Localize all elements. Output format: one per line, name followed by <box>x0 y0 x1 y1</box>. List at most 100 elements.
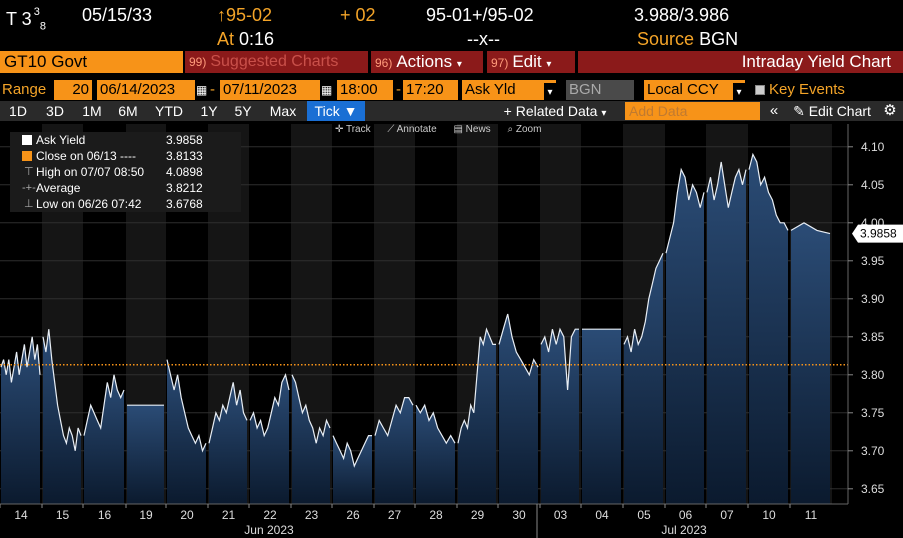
legend-row: Close on 06/13 ---- 3.8133 <box>10 148 241 164</box>
yield-area-segment <box>43 329 81 504</box>
edit-menu-button[interactable]: 97) Edit ▾ <box>487 51 575 73</box>
collapse-icon[interactable]: « <box>769 102 779 119</box>
track-tool[interactable]: ✛ Track <box>335 124 371 135</box>
quote-size: --x-- <box>467 29 500 49</box>
last-value-tag <box>852 224 903 243</box>
low-marker-icon: ⊥ <box>24 198 34 210</box>
edit-chart-button[interactable]: ✎ Edit Chart <box>788 101 876 121</box>
chart-title: Intraday Yield Chart <box>578 51 903 73</box>
source-label: Source <box>637 29 695 49</box>
range-label: Range <box>2 81 47 98</box>
period-1m[interactable]: 1M <box>82 103 102 119</box>
yield-area-segment <box>624 253 663 504</box>
related-data-label: + Related Data <box>503 103 598 119</box>
chart-legend: Ask Yield 3.9858 Close on 06/13 ---- 3.8… <box>10 132 241 212</box>
date-tick-label: 16 <box>98 508 112 522</box>
key-events-checkbox[interactable] <box>755 85 765 96</box>
start-date-input[interactable]: 06/14/2023 <box>97 80 195 100</box>
date-tick-label: 11 <box>805 508 818 522</box>
source-value: BGN <box>699 29 739 49</box>
last-value-label: 3.9858 <box>860 227 897 241</box>
date-tick-label: 10 <box>762 508 776 522</box>
calendar-icon[interactable]: ▦ <box>196 83 208 97</box>
yield-area-segment <box>333 435 372 504</box>
price-tick-label: 3.75 <box>861 406 885 420</box>
period-5y[interactable]: 5Y <box>234 103 252 119</box>
yield-line-segment <box>208 382 248 444</box>
close-swatch <box>22 151 32 161</box>
up-arrow-icon: ↑ <box>217 5 226 25</box>
date-tick-label: 06 <box>679 508 693 522</box>
yield-area-segment <box>84 374 124 504</box>
yield-area-segment <box>749 154 788 504</box>
period-bar: 1D 3D 1M 6M YTD 1Y 5Y Max Tick ▼ + Relat… <box>0 101 903 121</box>
range-dash: - <box>210 81 215 98</box>
date-tick-label: 19 <box>139 508 153 522</box>
legend-row: -+- Average 3.8212 <box>10 180 241 196</box>
zoom-tool[interactable]: ⌕ Zoom <box>507 124 542 135</box>
yield-area-segment <box>458 329 496 504</box>
time-value: 0:16 <box>239 29 275 49</box>
yield-area-segment <box>582 329 621 504</box>
end-date-input[interactable]: 07/11/2023 <box>220 80 320 100</box>
gear-icon[interactable]: ⚙ <box>883 102 897 119</box>
yield-area-segment <box>127 405 164 504</box>
currency-select[interactable]: Local CCY ▾ <box>644 80 745 103</box>
legend-value: 3.9858 <box>166 133 203 147</box>
yield-line-segment <box>0 336 41 383</box>
date-tick-label: 07 <box>720 508 734 522</box>
news-tool[interactable]: ▤ News <box>453 124 491 135</box>
currency-value: Local CCY <box>647 81 719 98</box>
last-price-value: 95-02 <box>226 5 273 25</box>
period-3d[interactable]: 3D <box>46 103 64 119</box>
actions-menu-button[interactable]: 96) Actions ▾ <box>371 51 483 73</box>
legend-row: Ask Yield 3.9858 <box>10 132 241 148</box>
price-tick-label: 3.90 <box>861 292 885 306</box>
yield-line-segment <box>415 403 456 445</box>
security-field[interactable]: GT10 Govt <box>0 51 183 73</box>
date-tick-label: 22 <box>263 508 277 522</box>
date-tick-label: 05 <box>637 508 651 522</box>
annotate-tool[interactable]: ⟋ Annotate <box>387 124 437 135</box>
period-tick[interactable]: Tick ▼ <box>307 101 365 121</box>
yield-line-segment <box>83 374 125 436</box>
yield-area-segment <box>209 382 247 504</box>
price-tick-label: 3.85 <box>861 330 885 344</box>
yield-line-segment <box>291 374 331 444</box>
related-data-button[interactable]: + Related Data ▾ <box>492 101 618 121</box>
price-tick-label: 4.05 <box>861 178 885 192</box>
yield-area-segment <box>791 222 830 505</box>
calendar-icon[interactable]: ▦ <box>321 83 333 97</box>
yield-area-segment <box>541 329 579 504</box>
yield-line-segment <box>790 222 831 235</box>
legend-label: Average <box>36 181 81 195</box>
controls-row: Range 20 06/14/2023 ▦ - 07/11/2023 ▦ 18:… <box>0 79 903 103</box>
legend-value: 3.8133 <box>166 149 203 163</box>
yield-line-segment <box>706 161 747 208</box>
period-1d[interactable]: 1D <box>9 103 27 119</box>
time-dash: - <box>396 81 401 98</box>
bid-ask-yield: 3.988/3.986 <box>634 5 730 25</box>
key-events-label: Key Events <box>769 81 845 98</box>
legend-label: Close on 06/13 ---- <box>36 149 137 163</box>
end-time-input[interactable]: 17:20 <box>403 80 458 100</box>
period-ytd[interactable]: YTD <box>155 103 183 119</box>
period-max[interactable]: Max <box>269 103 297 119</box>
bar-size-input[interactable]: 20 <box>54 80 92 100</box>
yield-area-segment <box>292 374 330 504</box>
key-events-toggle[interactable]: Key Events <box>755 80 845 100</box>
field-select[interactable]: Ask Yld ▾ <box>462 80 556 103</box>
add-data-input[interactable]: Add Data <box>625 102 760 120</box>
yield-line-segment <box>457 327 496 444</box>
price-change: + 02 <box>340 5 376 25</box>
source-input[interactable]: BGN <box>566 80 634 100</box>
start-time-input[interactable]: 18:00 <box>337 80 393 100</box>
date-tick-label: 20 <box>180 508 194 522</box>
period-1y[interactable]: 1Y <box>200 103 218 119</box>
month-label: Jun 2023 <box>244 523 294 537</box>
date-tick-label: 15 <box>56 508 70 522</box>
period-6m[interactable]: 6M <box>118 103 138 119</box>
yield-line-segment <box>540 327 579 391</box>
legend-row: ⊤ High on 07/07 08:50 4.0898 <box>10 164 241 180</box>
suggested-charts-button[interactable]: 99) Suggested Charts <box>185 51 368 73</box>
